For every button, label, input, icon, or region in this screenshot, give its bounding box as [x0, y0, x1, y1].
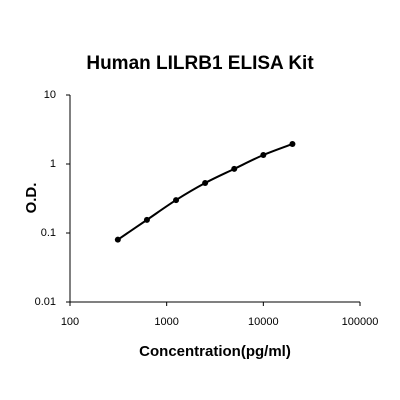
y-tick-label: 1	[50, 158, 56, 170]
point	[260, 152, 267, 159]
x-axis-label: Concentration(pg/ml)	[139, 343, 291, 360]
point	[173, 197, 180, 204]
point	[202, 180, 209, 187]
point	[289, 140, 296, 147]
y-axis-label: O.D.	[23, 183, 40, 214]
chart-title: Human LILRB1 ELISA Kit	[86, 53, 314, 74]
x-tick-label: 10000	[248, 316, 279, 328]
y-tick-label: 0.1	[41, 227, 56, 239]
point	[143, 216, 150, 223]
y-tick-label: 0.01	[35, 296, 56, 308]
x-tick-label: 1000	[154, 316, 178, 328]
x-tick-label: 100	[61, 316, 79, 328]
curve	[117, 143, 293, 241]
x-tick-label: 100000	[342, 316, 379, 328]
point	[114, 236, 121, 243]
y-tick-label: 10	[44, 89, 56, 101]
point	[231, 165, 238, 172]
